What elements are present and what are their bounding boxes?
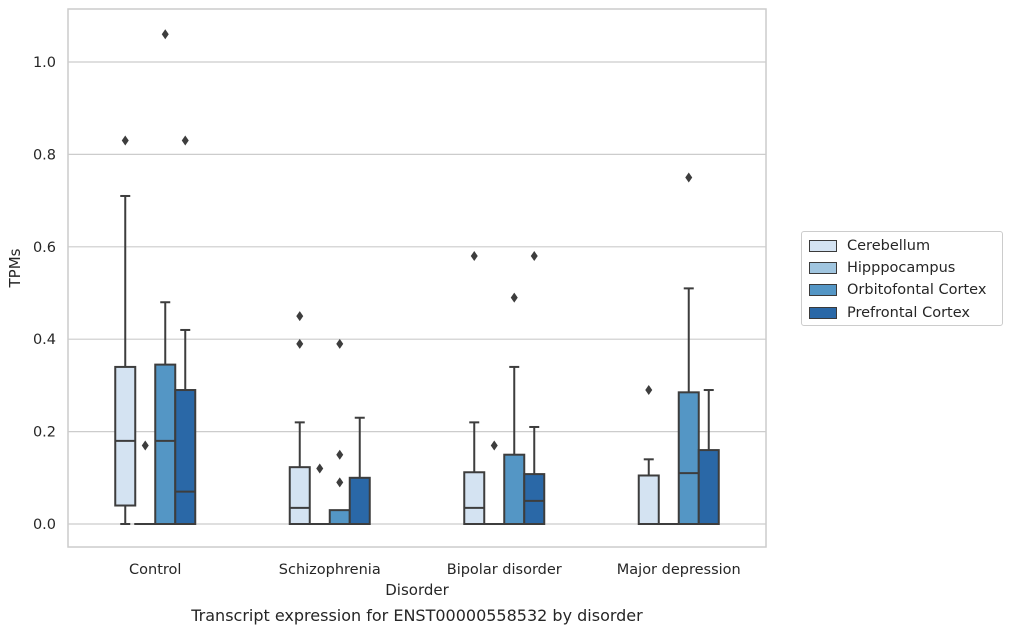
- outlier-point: [645, 385, 653, 396]
- legend-item-prefrontal: Prefrontal Cortex: [809, 304, 970, 322]
- iqr-box: [348, 476, 371, 525]
- legend-item-hippocampus: Hipppocampus: [809, 259, 955, 277]
- x-axis-label: Disorder: [385, 581, 449, 599]
- x-tick-label: Bipolar disorder: [447, 562, 562, 578]
- box-cerebellum: [288, 311, 311, 526]
- y-tick-labels: 0.0 0.2 0.4 0.6 0.8 1.0: [33, 55, 56, 533]
- box-orbitofontal-cortex: [154, 29, 177, 525]
- outlier-point: [336, 338, 344, 349]
- legend-item-cerebellum: Cerebellum: [809, 237, 930, 255]
- iqr-box: [677, 391, 700, 525]
- box-hipppocampus: [483, 440, 506, 526]
- box-hipppocampus: [134, 440, 157, 526]
- outlier-point: [685, 172, 693, 183]
- box-cerebellum: [637, 385, 660, 525]
- outlier-point: [530, 251, 538, 262]
- outlier-point: [490, 440, 498, 451]
- outlier-point: [336, 449, 344, 460]
- plot-frame: [67, 8, 767, 548]
- box-prefrontal-cortex: [697, 389, 720, 525]
- y-tick-label: 0.8: [33, 147, 56, 163]
- outlier-point: [141, 440, 149, 451]
- iqr-box: [114, 365, 137, 507]
- box-cerebellum: [114, 135, 137, 525]
- outlier-point: [181, 135, 189, 146]
- legend-label-hippocampus: Hipppocampus: [847, 260, 956, 276]
- outlier-point: [161, 29, 169, 40]
- iqr-box: [154, 363, 177, 525]
- outlier-point: [510, 292, 518, 303]
- box-prefrontal-cortex: [348, 416, 371, 525]
- box-orbitofontal-cortex: [503, 292, 526, 526]
- box-orbitofontal-cortex: [677, 172, 700, 525]
- y-tick-label: 0.0: [33, 517, 56, 533]
- y-tick-label: 1.0: [33, 55, 56, 71]
- legend-label-orbitofrontal: Orbitofontal Cortex: [847, 282, 987, 298]
- iqr-box: [174, 389, 197, 525]
- y-tick-label: 0.4: [33, 332, 56, 348]
- outlier-point: [316, 463, 324, 474]
- outlier-point: [121, 135, 129, 146]
- iqr-box: [463, 471, 486, 526]
- legend-label-cerebellum: Cerebellum: [847, 238, 931, 254]
- outlier-point: [296, 338, 304, 349]
- legend: Cerebellum Hipppocampus Orbitofontal Cor…: [801, 231, 1003, 326]
- x-tick-label: Schizophrenia: [279, 562, 381, 578]
- y-tick-label: 0.6: [33, 240, 56, 256]
- iqr-box: [503, 453, 526, 526]
- y-tick-label: 0.2: [33, 425, 56, 441]
- outlier-point: [336, 477, 344, 488]
- x-tick-label: Control: [129, 562, 181, 578]
- figure-caption: Transcript expression for ENST0000055853…: [191, 606, 643, 625]
- box-prefrontal-cortex: [174, 135, 197, 525]
- x-tick-label: Major depression: [617, 562, 741, 578]
- outlier-point: [296, 311, 304, 322]
- outlier-point: [470, 251, 478, 262]
- box-cerebellum: [463, 251, 486, 526]
- iqr-box: [697, 449, 720, 525]
- iqr-box: [288, 466, 311, 526]
- iqr-box: [328, 509, 351, 526]
- iqr-box: [523, 473, 546, 526]
- legend-label-prefrontal: Prefrontal Cortex: [847, 305, 970, 321]
- legend-swatch-cerebellum: [809, 240, 837, 252]
- x-tick-labels: Control Schizophrenia Bipolar disorder Majo…: [129, 562, 741, 578]
- box-orbitofontal-cortex: [328, 338, 351, 526]
- legend-swatch-prefrontal: [809, 307, 837, 319]
- box-prefrontal-cortex: [523, 251, 546, 526]
- y-axis-label: TPMs: [6, 248, 24, 288]
- legend-swatch-orbitofrontal: [809, 284, 837, 296]
- iqr-box: [637, 474, 660, 525]
- boxes-layer: [114, 29, 720, 526]
- legend-swatch-hippocampus: [809, 262, 837, 274]
- legend-item-orbitofrontal: Orbitofontal Cortex: [809, 281, 986, 299]
- box-hipppocampus: [308, 463, 331, 526]
